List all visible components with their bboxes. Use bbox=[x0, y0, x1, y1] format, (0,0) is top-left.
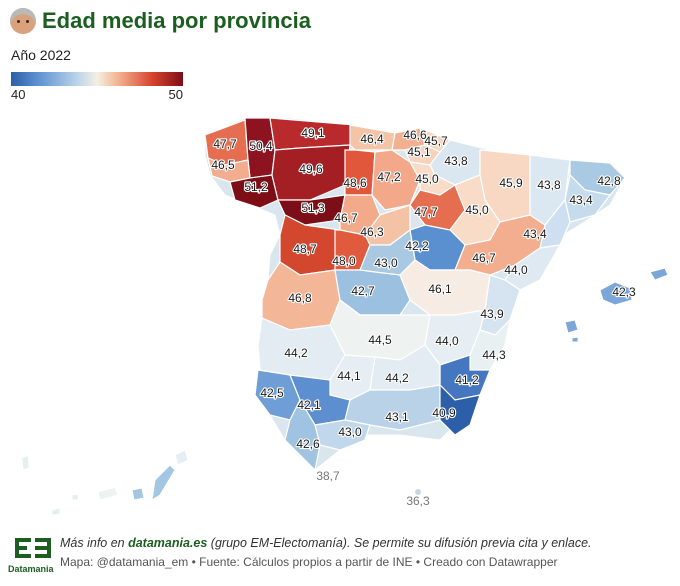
melilla-marker bbox=[415, 489, 421, 495]
label-burgos: 47,2 bbox=[377, 170, 401, 184]
label-cordoba: 44,1 bbox=[337, 369, 361, 383]
label-leon: 49,6 bbox=[299, 162, 323, 176]
province-leon bbox=[271, 144, 351, 201]
label-toledo: 42,7 bbox=[351, 284, 375, 298]
province-almeria bbox=[439, 383, 481, 436]
label-gipuzkoa: 45,7 bbox=[424, 134, 448, 148]
label-melilla: 36,3 bbox=[406, 494, 430, 508]
label-ourense: 51,2 bbox=[244, 180, 268, 194]
label-cantabria: 46,4 bbox=[360, 132, 384, 146]
label-segovia: 46,3 bbox=[360, 225, 384, 239]
footer-source-line: Mapa: @datamania_em • Fuente: Cálculos p… bbox=[60, 555, 558, 569]
label-teruel: 46,7 bbox=[472, 251, 496, 265]
canary-islands bbox=[21, 449, 189, 516]
label-navarra: 43,8 bbox=[444, 154, 468, 168]
label-almeria: 40,9 bbox=[432, 406, 456, 420]
label-tarragona: 43,4 bbox=[523, 227, 547, 241]
balearic-islands bbox=[564, 267, 669, 343]
label-barcelona: 43,4 bbox=[569, 193, 593, 207]
island-lanzarote bbox=[174, 449, 189, 466]
label-pontevedra: 46,5 bbox=[211, 158, 235, 172]
island-la-gomera bbox=[71, 493, 79, 501]
province-shapes bbox=[204, 117, 626, 472]
province-value-labels: 47,7 50,4 49,1 46,4 46,6 45,7 45,1 43,8 … bbox=[210, 125, 637, 509]
footer-credit-line: Más info en datamania.es (grupo EM-Elect… bbox=[60, 536, 592, 550]
label-girona: 42,8 bbox=[597, 174, 621, 188]
label-badajoz: 44,2 bbox=[284, 346, 308, 360]
map-subtitle: Año 2022 bbox=[11, 47, 71, 63]
legend-min-label: 40 bbox=[11, 87, 26, 102]
label-ceuta: 38,7 bbox=[316, 469, 340, 483]
spain-province-map: 47,7 50,4 49,1 46,4 46,6 45,7 45,1 43,8 … bbox=[21, 117, 669, 516]
label-baleares: 42,3 bbox=[612, 285, 636, 299]
island-formentera bbox=[571, 336, 579, 343]
ceuta-marker bbox=[323, 475, 329, 481]
label-albacete: 44,0 bbox=[435, 334, 459, 348]
label-araba: 45,1 bbox=[407, 145, 431, 159]
legend-gradient-bar bbox=[11, 72, 183, 86]
label-salamanca: 48,7 bbox=[293, 242, 317, 256]
label-avila: 48,0 bbox=[332, 254, 356, 268]
label-a-coruna: 47,7 bbox=[213, 137, 237, 151]
island-gran-canaria bbox=[131, 487, 145, 501]
label-asturias: 49,1 bbox=[301, 126, 325, 140]
label-palencia: 48,6 bbox=[343, 176, 367, 190]
province-cantabria bbox=[349, 124, 396, 151]
label-caceres: 46,8 bbox=[288, 291, 312, 305]
footer: Más info en datamania.es (grupo EM-Elect… bbox=[60, 536, 592, 569]
older-person-face-icon bbox=[10, 8, 36, 34]
label-soria: 47,7 bbox=[414, 205, 438, 219]
label-castellon: 44,0 bbox=[504, 263, 528, 277]
province-burgos bbox=[371, 149, 421, 211]
label-lleida: 43,8 bbox=[537, 178, 561, 192]
label-huesca: 45,9 bbox=[499, 176, 523, 190]
island-el-hierro bbox=[51, 507, 61, 516]
label-madrid: 43,0 bbox=[374, 256, 398, 270]
logo-wordmark: Datamania bbox=[8, 564, 54, 574]
label-valencia: 43,9 bbox=[480, 307, 504, 321]
color-legend: 40 50 bbox=[11, 72, 183, 102]
label-zaragoza: 45,0 bbox=[465, 203, 489, 217]
label-bizkaia: 46,6 bbox=[403, 128, 427, 142]
datamania-link[interactable]: datamania.es bbox=[128, 536, 208, 550]
datamania-logo-icon bbox=[15, 538, 51, 558]
label-zamora: 51,3 bbox=[301, 201, 325, 215]
island-fuerteventura bbox=[151, 464, 176, 501]
label-sevilla: 42,1 bbox=[297, 398, 321, 412]
label-huelva: 42,5 bbox=[260, 386, 284, 400]
label-la-rioja: 45,0 bbox=[415, 172, 439, 186]
island-mallorca bbox=[599, 281, 633, 306]
label-valladolid: 46,7 bbox=[334, 211, 358, 225]
legend-max-label: 50 bbox=[168, 87, 183, 102]
label-guadalajara: 42,2 bbox=[405, 239, 429, 253]
label-alicante: 44,3 bbox=[482, 348, 506, 362]
label-granada: 43,1 bbox=[385, 410, 409, 424]
label-malaga: 43,0 bbox=[338, 425, 362, 439]
title-text: Edad media por provincia bbox=[42, 8, 311, 33]
label-lugo: 50,4 bbox=[249, 139, 273, 153]
map-title: Edad media por provincia bbox=[10, 8, 311, 34]
province-cadiz bbox=[284, 398, 321, 472]
label-murcia: 41,2 bbox=[455, 373, 479, 387]
island-ibiza bbox=[564, 319, 579, 334]
label-ciudad-real: 44,5 bbox=[368, 333, 392, 347]
island-tenerife bbox=[97, 486, 119, 501]
island-menorca bbox=[649, 267, 669, 281]
island-la-palma bbox=[21, 454, 30, 471]
label-cuenca: 46,1 bbox=[428, 282, 452, 296]
label-jaen: 44,2 bbox=[385, 371, 409, 385]
label-cadiz: 42,6 bbox=[296, 437, 320, 451]
